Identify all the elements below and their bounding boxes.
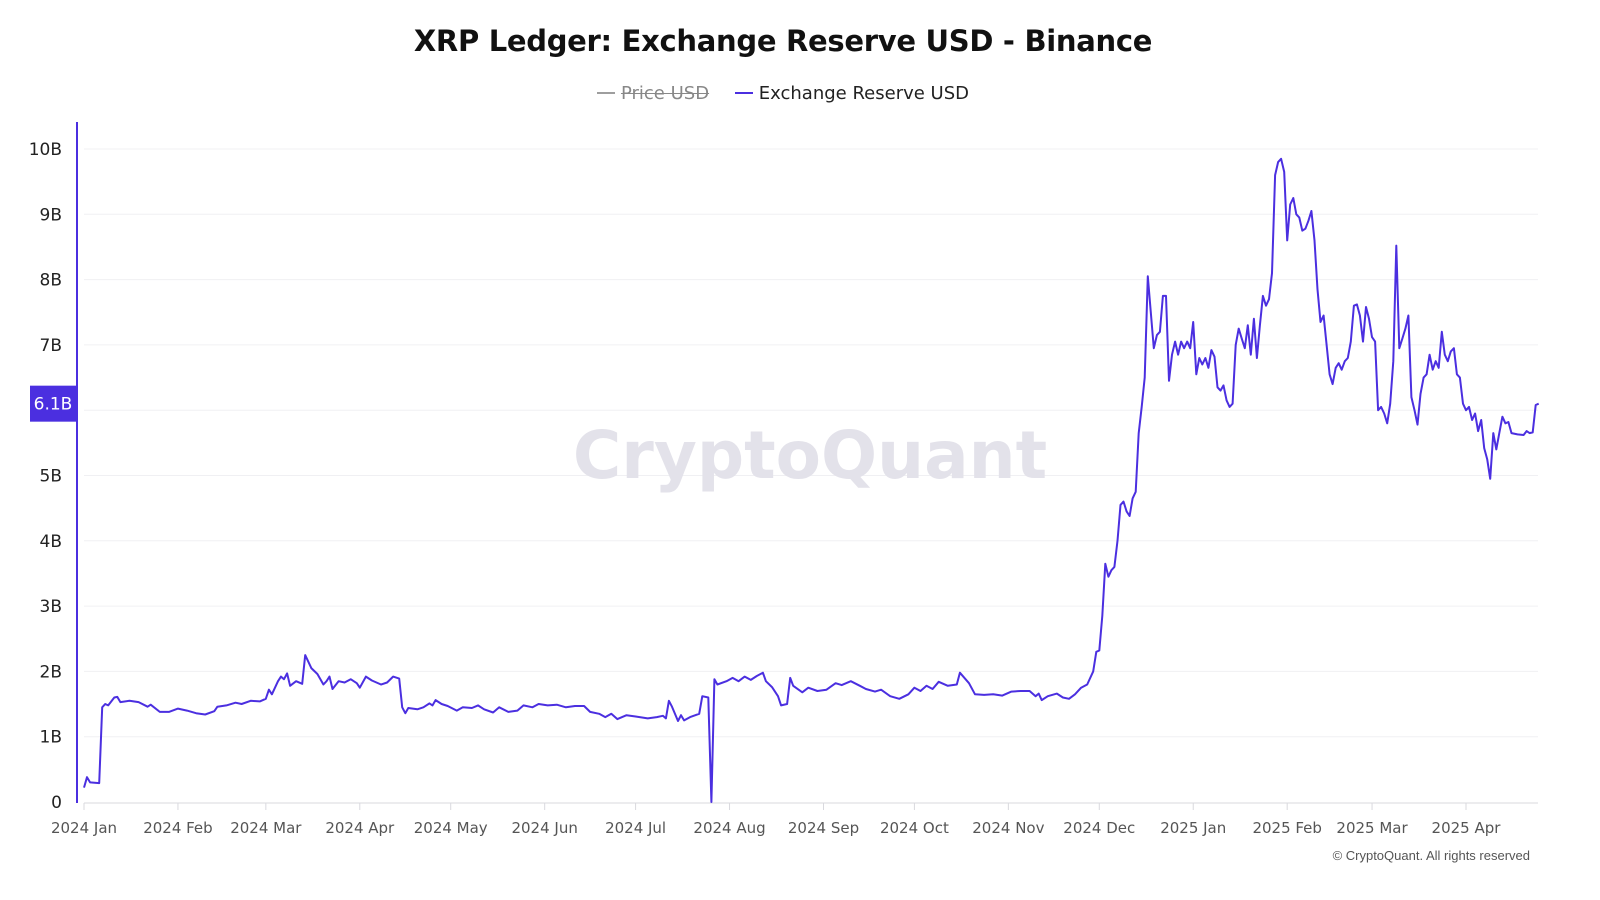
x-tick-label: 2024 Oct bbox=[880, 819, 949, 837]
x-tick-label: 2024 Jan bbox=[51, 819, 117, 837]
current-value-badge: 6.1B bbox=[30, 385, 77, 422]
legend-swatch-exchange-reserve-usd bbox=[734, 92, 753, 94]
x-tick-label: 2025 Mar bbox=[1336, 819, 1408, 837]
y-tick-label: 0 bbox=[51, 793, 62, 813]
x-tick-label: 2024 Jul bbox=[605, 819, 666, 837]
x-tick-label: 2024 Feb bbox=[143, 819, 213, 837]
x-tick-label: 2024 Sep bbox=[788, 819, 859, 837]
y-tick-label: 10B bbox=[29, 140, 62, 160]
series-line-exchange-reserve-usd[interactable] bbox=[83, 157, 1540, 803]
x-tick-label: 2024 Dec bbox=[1063, 819, 1135, 837]
current-value-text: 6.1B bbox=[34, 395, 73, 415]
legend-item-exchange-reserve-usd[interactable]: Exchange Reserve USD bbox=[734, 82, 970, 104]
y-axis-ticks: 01B2B3B4B5B6B7B8B9B10B bbox=[29, 140, 62, 813]
x-tick-label: 2024 Mar bbox=[230, 819, 302, 837]
gridlines bbox=[84, 148, 1538, 738]
current-value-badge-bg bbox=[30, 385, 77, 422]
copyright: © CryptoQuant. All rights reserved bbox=[1332, 848, 1530, 863]
y-tick-label: 9B bbox=[40, 205, 62, 225]
legend-label-exchange-reserve-usd: Exchange Reserve USD bbox=[758, 82, 970, 104]
y-tick-label: 4B bbox=[40, 532, 62, 552]
x-tick-label: 2024 Aug bbox=[693, 819, 765, 837]
chart-title: XRP Ledger: Exchange Reserve USD - Binan… bbox=[413, 24, 1153, 58]
watermark: CryptoQuant bbox=[573, 417, 1047, 494]
legend: Price USD Exchange Reserve USD bbox=[0, 78, 1566, 104]
x-tick-label: 2025 Feb bbox=[1252, 819, 1322, 837]
y-tick-label: 3B bbox=[40, 597, 62, 617]
y-tick-label: 5B bbox=[40, 467, 62, 487]
y-tick-label: 7B bbox=[40, 336, 62, 356]
x-tick-label: 2025 Apr bbox=[1432, 819, 1502, 837]
legend-label-price-usd: Price USD bbox=[620, 82, 710, 104]
x-axis-ticks: 2024 Jan 2024 Feb 2024 Mar 2024 Apr 2024 May… bbox=[51, 803, 1501, 837]
y-tick-label: 2B bbox=[40, 662, 62, 682]
x-tick-label: 2024 Apr bbox=[325, 819, 395, 837]
legend-swatch-price-usd bbox=[596, 92, 615, 94]
x-tick-label: 2024 Nov bbox=[972, 819, 1044, 837]
x-tick-label: 2024 May bbox=[414, 819, 488, 837]
x-tick-label: 2024 Jun bbox=[511, 819, 577, 837]
legend-item-price-usd[interactable]: Price USD bbox=[596, 82, 710, 104]
y-tick-label: 8B bbox=[40, 271, 62, 291]
y-tick-label: 1B bbox=[40, 728, 62, 748]
x-tick-label: 2025 Jan bbox=[1160, 819, 1226, 837]
